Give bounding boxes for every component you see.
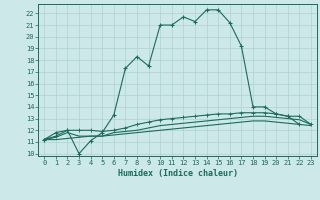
X-axis label: Humidex (Indice chaleur): Humidex (Indice chaleur) <box>118 169 238 178</box>
